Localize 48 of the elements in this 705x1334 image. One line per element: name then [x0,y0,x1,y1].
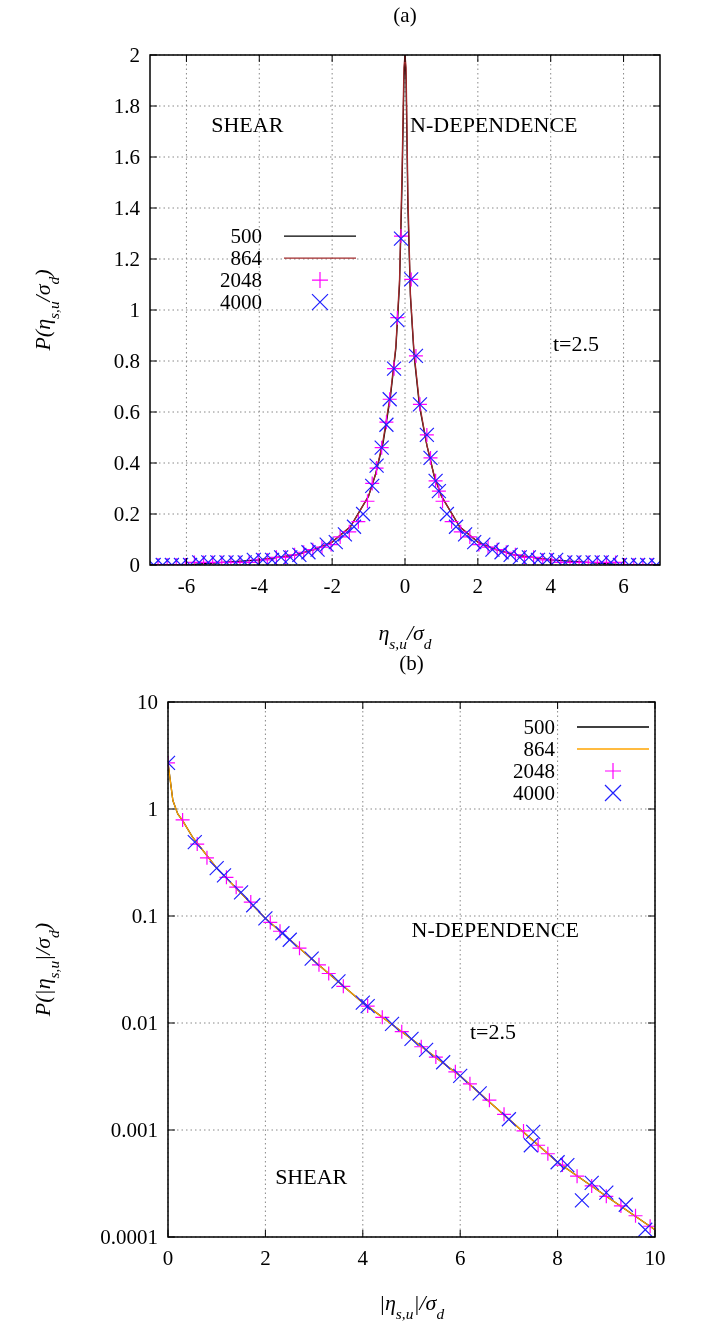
y-tick-label: 0.0001 [100,1225,158,1250]
y-tick-label: 1 [129,298,140,323]
annotation: SHEAR [211,111,284,137]
x-tick-label: 10 [644,1246,666,1270]
x-axis-title: |η$_{s,u}$|/σ$_{d}$ [378,1290,445,1322]
legend-label: 500 [230,224,262,249]
y-tick-label: 2 [129,43,140,68]
x-tick-label: -6 [177,574,196,598]
y-tick-label: 1.6 [113,145,140,170]
x-tick-label: 2 [260,1246,271,1270]
y-tick-label: 0.4 [113,451,141,476]
y-tick-label: 1 [147,797,158,822]
x-tick-label: 2 [472,574,484,598]
x-tick-label: -4 [250,574,269,598]
y-tick-label: 1.2 [113,247,140,272]
legend-label: 2048 [513,759,555,784]
annotation: N-DEPENDENCE [411,917,579,943]
legend-label: 864 [230,246,263,271]
y-tick-label: 0.001 [110,1118,158,1143]
chart-title: (b) [399,651,424,675]
annotation: N-DEPENDENCE [410,111,578,137]
x-tick-label: 6 [454,1246,466,1270]
y-tick-label: 1.4 [113,196,141,221]
legend-label: 2048 [220,268,262,293]
annotation: t=2.5 [469,1019,516,1045]
x-tick-label: 8 [552,1246,563,1270]
x-tick-label: -2 [323,574,341,598]
legend-label: 4000 [220,290,262,315]
y-tick-label: 0.01 [121,1011,158,1036]
y-tick-label: 1.8 [113,94,140,119]
y-tick-label: 0.8 [113,349,140,374]
y-tick-label: 10 [137,690,158,715]
legend-label: 500 [523,715,555,740]
chart-title: (a) [393,3,417,27]
x-axis-title: η$_{s,u}$/σ$_{d}$ [378,620,432,652]
x-tick-label: 6 [618,574,629,598]
x-tick-label: 0 [399,574,411,598]
y-tick-label: 0.6 [113,400,140,425]
x-tick-label: 4 [357,1246,369,1270]
annotation: SHEAR [275,1163,348,1189]
y-tick-label: 0 [129,553,140,578]
x-tick-label: 4 [545,574,557,598]
y-tick-label: 0.1 [131,904,158,929]
y-tick-label: 0.2 [113,502,140,527]
legend-label: 4000 [513,781,555,806]
annotation: t=2.5 [552,330,599,356]
x-tick-label: 0 [162,1246,174,1270]
legend-label: 864 [523,737,556,762]
